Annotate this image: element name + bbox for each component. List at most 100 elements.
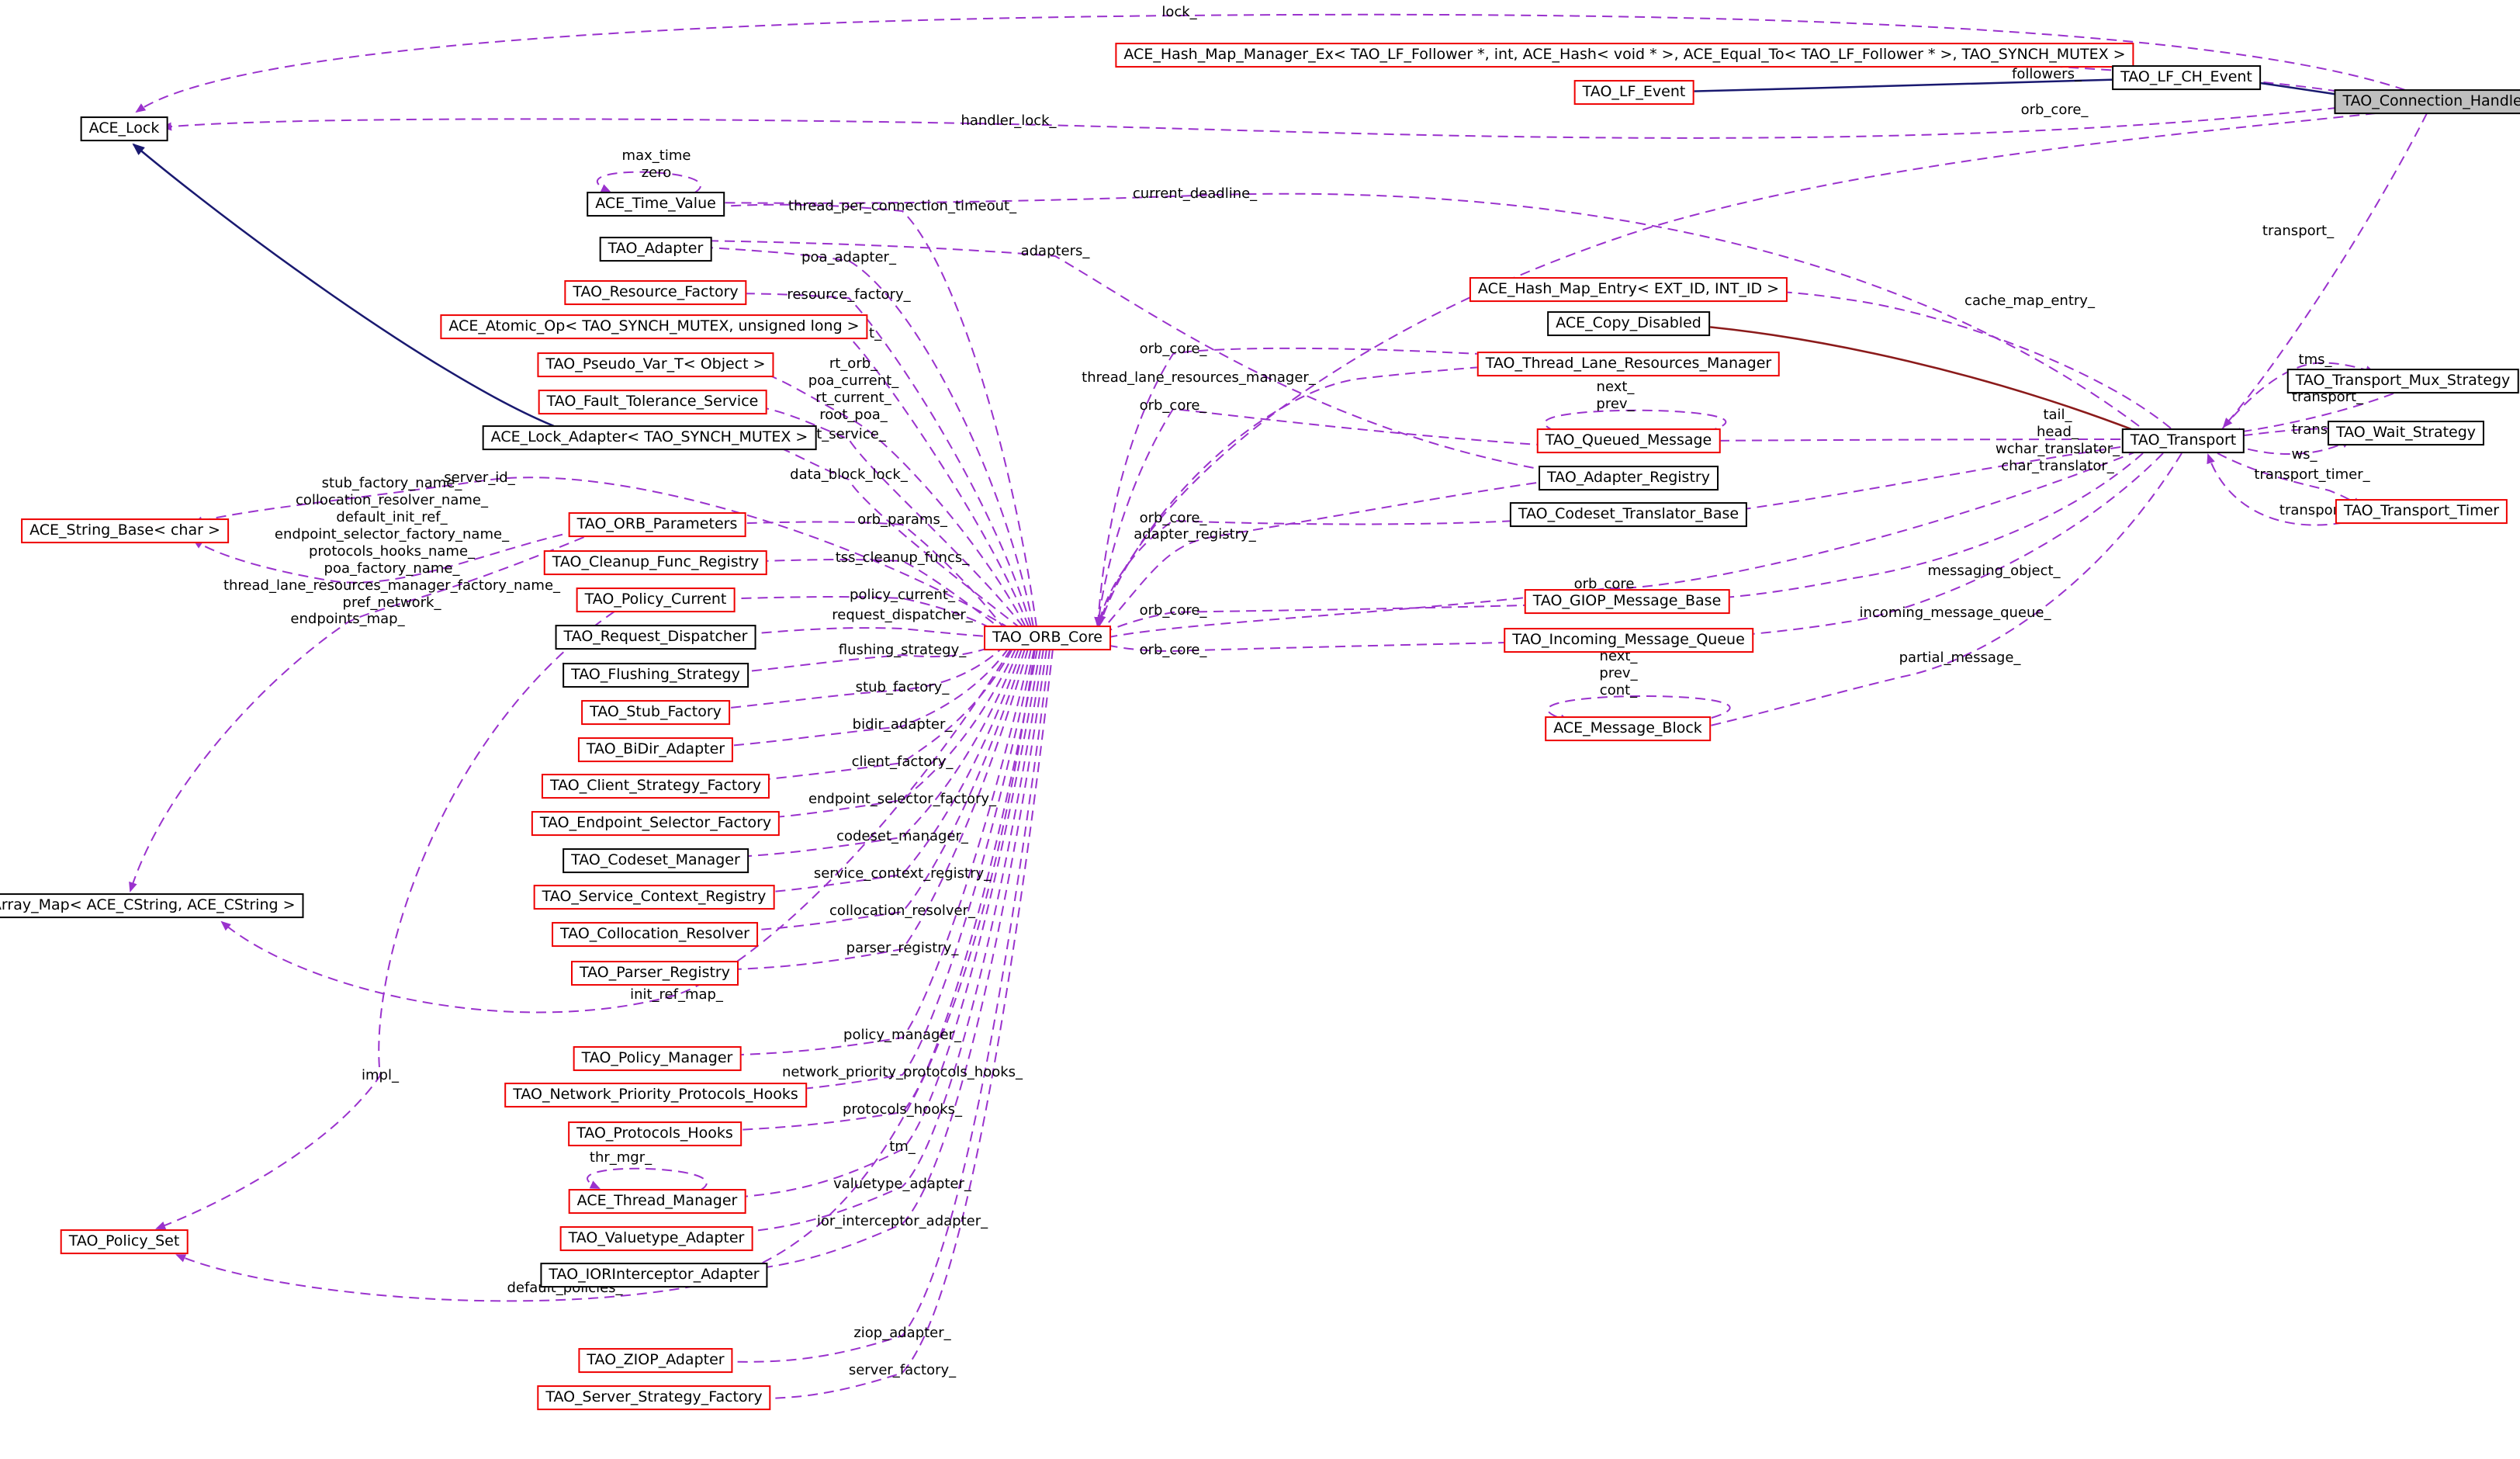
class-node-queued-message[interactable]: TAO_Queued_Message	[1536, 428, 1721, 453]
class-node-cleanup-func-registry[interactable]: TAO_Cleanup_Func_Registry	[543, 550, 768, 575]
edge-label-55: incoming_message_queue_	[1859, 605, 2051, 622]
edge-usage-25	[709, 647, 1009, 751]
class-node-incoming-message-queue[interactable]: TAO_Incoming_Message_Queue	[1504, 628, 1753, 653]
class-node-transport-timer[interactable]: TAO_Transport_Timer	[2335, 499, 2508, 524]
class-node-thread-manager[interactable]: ACE_Thread_Manager	[568, 1189, 746, 1214]
class-node-fault-tolerance[interactable]: TAO_Fault_Tolerance_Service	[538, 390, 767, 414]
class-node-stub-factory[interactable]: TAO_Stub_Factory	[581, 700, 730, 725]
edge-usage-43	[1097, 361, 1518, 631]
edge-label-38: ior_interceptor_adapter_	[816, 1213, 988, 1230]
class-node-pseudo-var[interactable]: TAO_Pseudo_Var_T< Object >	[537, 352, 774, 377]
edge-usage-0	[135, 13, 2406, 113]
class-node-request-dispatcher: TAO_Request_Dispatcher	[555, 625, 756, 650]
edge-usage-21	[711, 594, 1006, 637]
edge-label-34: protocols_hooks_	[842, 1101, 963, 1118]
edge-usage-7	[596, 171, 701, 194]
class-node-policy-current[interactable]: TAO_Policy_Current	[576, 587, 736, 612]
class-node-atomic-op[interactable]: ACE_Atomic_Op< TAO_SYNCH_MUTEX, unsigned…	[440, 314, 868, 339]
edge-label-24: bidir_adapter_	[852, 716, 953, 733]
edge-usage-4	[2222, 113, 2428, 428]
edge-label-27: codeset_manager_	[836, 828, 968, 845]
class-node-server-strategy-factory[interactable]: TAO_Server_Strategy_Factory	[537, 1385, 771, 1410]
edge-label-5: max_time zero	[621, 147, 691, 181]
edge-label-53: cache_map_entry_	[1964, 293, 2095, 310]
edge-label-62: transport_timer_	[2254, 466, 2370, 483]
class-node-network-priority-hooks[interactable]: TAO_Network_Priority_Protocols_Hooks	[504, 1083, 807, 1107]
edge-label-48: orb_core_	[1139, 510, 1207, 527]
edge-label-47: adapter_registry_	[1134, 526, 1256, 543]
edge-label-58: tms_	[2298, 352, 2332, 369]
edge-label-9: poa_adapter_	[801, 249, 896, 266]
class-node-message-block[interactable]: ACE_Message_Block	[1545, 716, 1711, 741]
edge-label-3: handler_lock_	[961, 113, 1057, 130]
edge-usage-40	[155, 611, 615, 1230]
class-node-ziop-adapter[interactable]: TAO_ZIOP_Adapter	[578, 1348, 733, 1373]
class-node-resource-factory[interactable]: TAO_Resource_Factory	[564, 280, 747, 305]
class-node-ior-interceptor-adapter: TAO_IORInterceptor_Adapter	[540, 1263, 768, 1287]
edge-usage-48	[1713, 444, 2138, 517]
edge-label-51: orb_core_	[1139, 642, 1207, 659]
edge-usage-1	[161, 103, 2371, 139]
edge-label-32: policy_manager_	[843, 1027, 961, 1044]
class-node-service-context-registry[interactable]: TAO_Service_Context_Registry	[533, 885, 775, 910]
class-node-orb-parameters[interactable]: TAO_ORB_Parameters	[568, 512, 746, 537]
class-node-hash-map-entry[interactable]: ACE_Hash_Map_Entry< EXT_ID, INT_ID >	[1469, 277, 1788, 302]
edge-label-4: transport_	[2262, 223, 2335, 240]
class-node-hash-map-manager[interactable]: ACE_Hash_Map_Manager_Ex< TAO_LF_Follower…	[1115, 43, 2134, 68]
edge-group	[129, 13, 2428, 1403]
class-node-valuetype-adapter[interactable]: TAO_Valuetype_Adapter	[559, 1226, 753, 1251]
edge-usage-28	[721, 648, 1019, 861]
edge-label-19: tss_cleanup_funcs_	[835, 549, 970, 567]
edge-label-44: thread_lane_resources_manager_	[1082, 369, 1316, 386]
edge-label-28: service_context_registry_	[813, 865, 992, 882]
edge-usage-22	[725, 627, 1000, 639]
edge-label-37: valuetype_adapter_	[833, 1176, 971, 1193]
class-node-collocation-resolver[interactable]: TAO_Collocation_Resolver	[552, 922, 758, 947]
edge-usage-58	[2221, 362, 2376, 430]
edge-usage-61	[2231, 428, 2351, 441]
class-node-bidir-adapter[interactable]: TAO_BiDir_Adapter	[577, 737, 734, 762]
edge-usage-18	[220, 648, 1012, 1014]
class-node-policy-set[interactable]: TAO_Policy_Set	[60, 1229, 189, 1254]
edge-usage-24	[706, 644, 1006, 714]
class-node-endpoint-selector-factory[interactable]: TAO_Endpoint_Selector_Factory	[531, 811, 781, 836]
edge-usage-51	[1097, 450, 2139, 642]
edge-label-26: endpoint_selector_factory_	[808, 791, 997, 808]
class-node-client-strategy-factory[interactable]: TAO_Client_Strategy_Factory	[541, 774, 770, 799]
edge-usage-55	[1715, 452, 2164, 641]
edge-label-50: orb_core_	[1139, 602, 1207, 619]
edge-usage-20	[733, 557, 1007, 634]
edge-label-46: orb_core_	[1139, 397, 1207, 414]
class-node-codeset-manager: TAO_Codeset_Manager	[562, 848, 749, 873]
edge-usage-59	[2231, 393, 2394, 436]
edge-usage-44	[1094, 347, 1518, 627]
edge-label-7: current_deadline_	[1132, 185, 1258, 203]
class-node-giop-message-base[interactable]: TAO_GIOP_Message_Base	[1524, 589, 1730, 614]
edge-label-2: orb_core_	[2020, 102, 2089, 119]
edge-label-23: stub_factory_	[855, 679, 950, 696]
edge-usage-16	[192, 527, 595, 584]
class-node-parser-registry[interactable]: TAO_Parser_Registry	[571, 961, 739, 986]
class-node-codeset-translator-base: TAO_Codeset_Translator_Base	[1509, 502, 1748, 527]
class-node-string-base[interactable]: ACE_String_Base< char >	[21, 518, 229, 543]
edge-usage-38	[733, 648, 1047, 1275]
edge-label-61: ws_	[2291, 446, 2318, 463]
class-node-thread-lane-resources-manager[interactable]: TAO_Thread_Lane_Resources_Manager	[1476, 352, 1781, 376]
edge-label-52: tail_ head_ wchar_translator_ char_trans…	[1995, 407, 2120, 474]
class-node-lf-event[interactable]: TAO_LF_Event	[1573, 80, 1694, 105]
edge-usage-56	[1689, 452, 2182, 733]
class-node-policy-manager[interactable]: TAO_Policy_Manager	[573, 1046, 742, 1071]
edge-usage-60	[2231, 439, 2352, 455]
edge-label-45: next_ prev_	[1596, 379, 1635, 412]
edge-usage-45	[1543, 409, 1727, 437]
class-node-connection-handler: TAO_Connection_Handler	[2334, 89, 2520, 114]
edge-usage-62	[2217, 452, 2361, 508]
edge-label-42: server_factory_	[848, 1362, 957, 1379]
edge-usage-50	[1095, 518, 1546, 629]
class-node-protocols-hooks[interactable]: TAO_Protocols_Hooks	[568, 1121, 742, 1146]
edge-usage-29	[739, 648, 1023, 898]
class-node-orb-core[interactable]: TAO_ORB_Core	[984, 626, 1111, 650]
edge-usage-10	[718, 289, 1032, 628]
edge-usage-64	[1739, 286, 2172, 429]
